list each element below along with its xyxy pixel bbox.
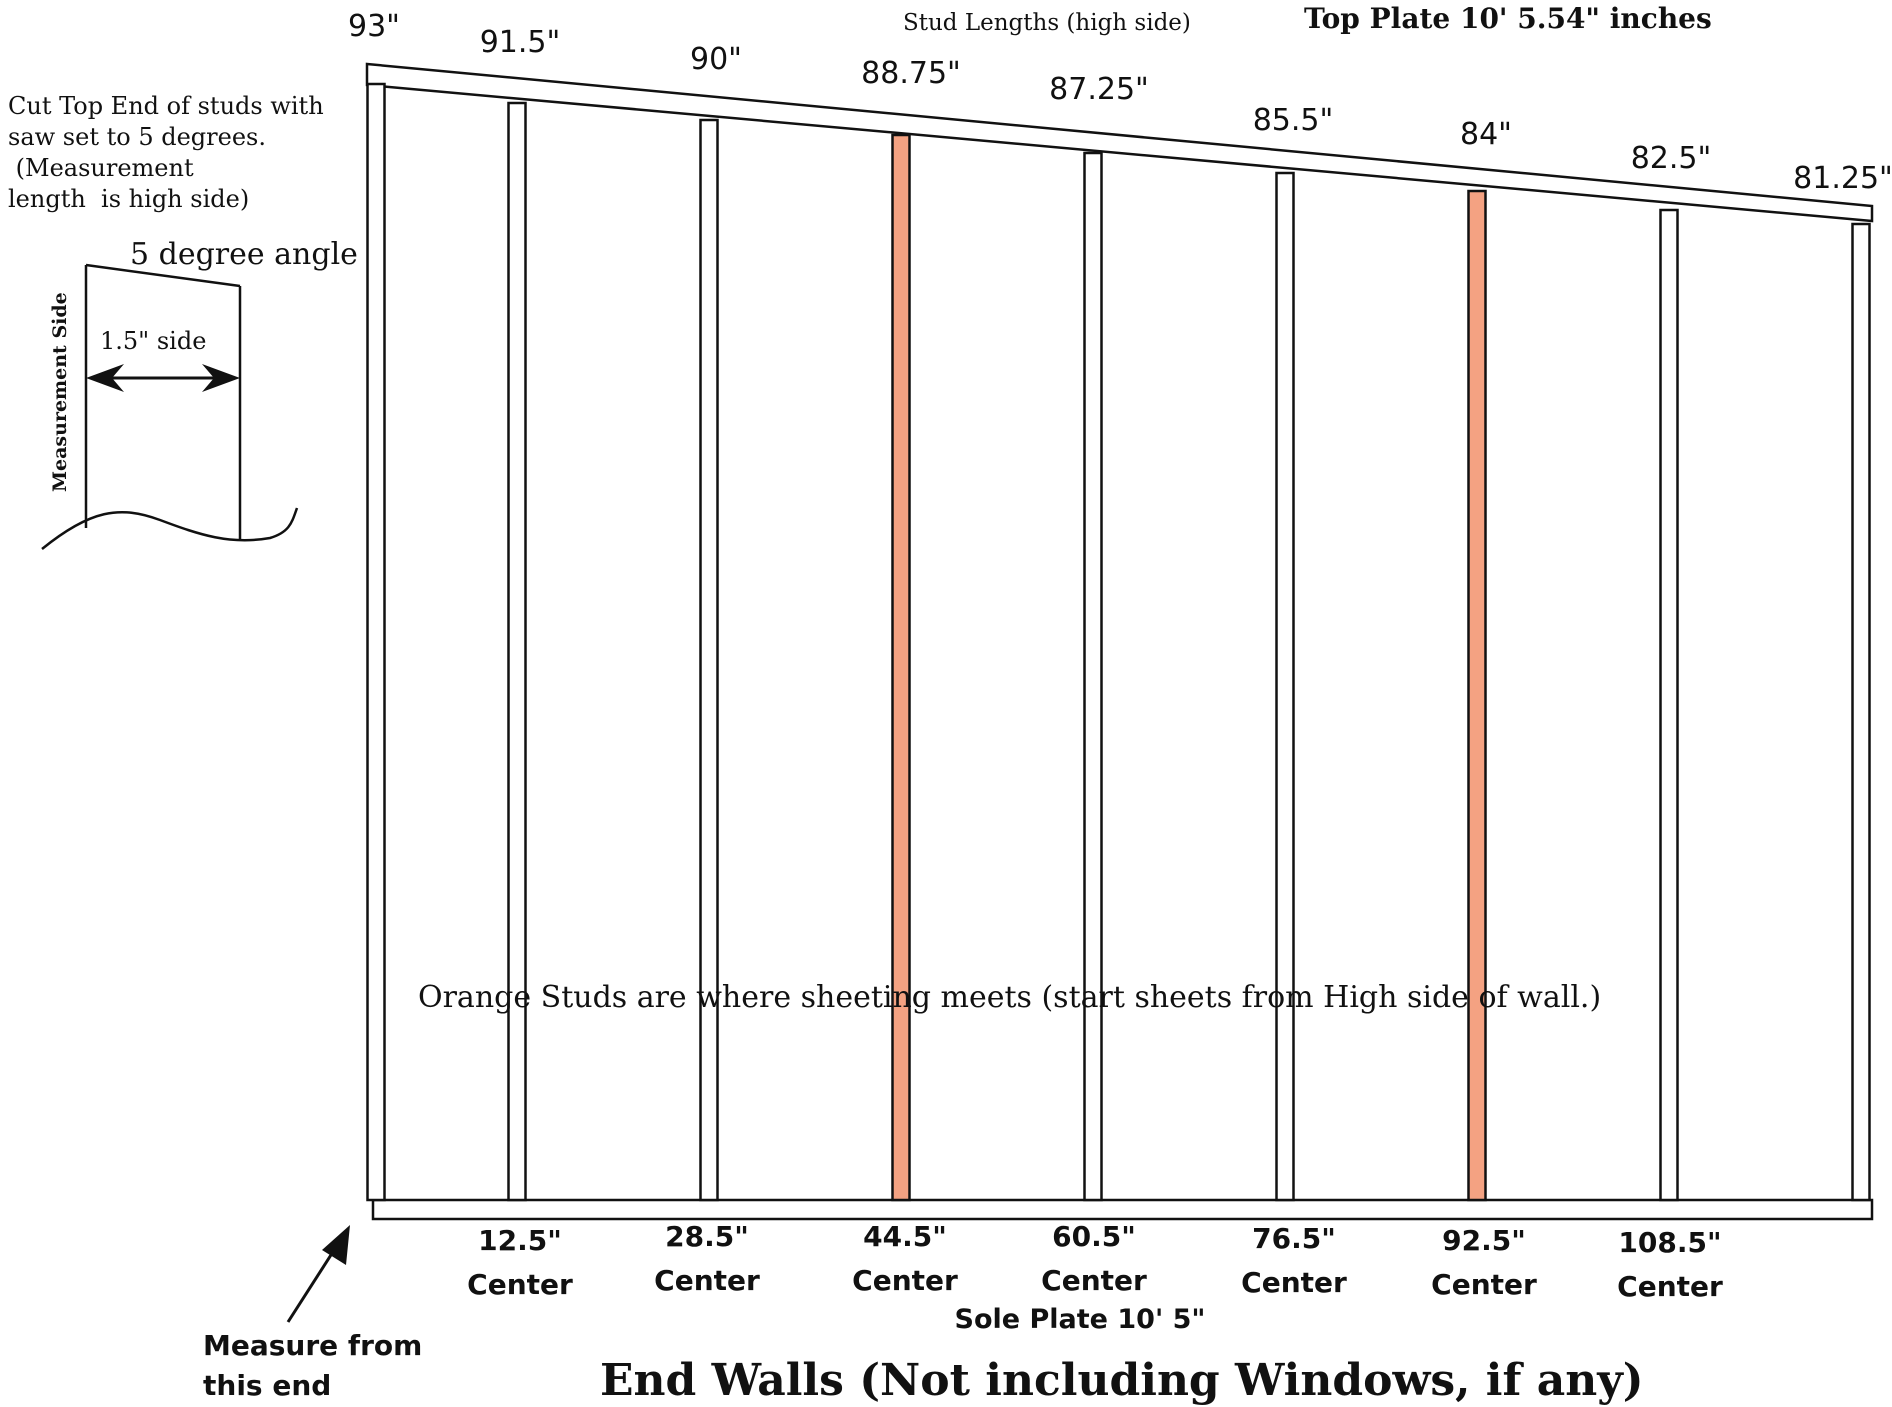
stud-length-label: 81.25"	[1793, 161, 1892, 196]
stud-center-value: 92.5"	[1442, 1224, 1526, 1257]
stud	[699, 118, 719, 1202]
stud	[366, 82, 386, 1202]
measure-note: Measure from this end	[203, 1225, 422, 1402]
stud-detail-break-line	[41, 507, 299, 550]
cut-note-line-3: (Measurement	[8, 154, 194, 182]
orange-stud	[891, 133, 911, 1202]
stud	[1851, 222, 1871, 1202]
stud-center-value: 28.5"	[665, 1220, 749, 1253]
stud	[507, 101, 527, 1202]
measure-arrow-shaft	[286, 1243, 340, 1323]
stud-center-word: Center	[467, 1268, 573, 1301]
stud-lengths-caption: Stud Lengths (high side)	[903, 10, 1191, 36]
top-plate-label: Top Plate 10' 5.54" inches	[1304, 2, 1712, 35]
stud-center-value: 60.5"	[1052, 1220, 1136, 1253]
stud	[1659, 208, 1679, 1202]
cut-note-line-4: length is high side)	[8, 185, 249, 213]
stud-center-word: Center	[1241, 1266, 1347, 1299]
stud-length-label: 84"	[1460, 117, 1512, 152]
measure-note-line-1: Measure from	[203, 1329, 422, 1362]
sole-plate-label: Sole Plate 10' 5"	[955, 1304, 1206, 1335]
stud-length-label: 91.5"	[480, 25, 561, 60]
stud-center-value: 76.5"	[1252, 1222, 1336, 1255]
measure-note-line-2: this end	[203, 1369, 331, 1402]
stud-length-label: 88.75"	[861, 56, 961, 91]
stud-length-label: 93"	[348, 9, 400, 44]
stud-center-value: 44.5"	[863, 1220, 947, 1253]
width-arrow-left-head	[86, 364, 124, 392]
stud-center-value: 12.5"	[478, 1224, 562, 1257]
stud-center-word: Center	[1617, 1270, 1723, 1303]
wall-frame: 93" 91.5" 12.5" Center 90" 28.5" Center 88.75" 4…	[348, 9, 1892, 1303]
stud-center-word: Center	[852, 1264, 958, 1297]
side-label: 1.5" side	[100, 327, 206, 355]
stud-length-label: 82.5"	[1631, 141, 1712, 176]
width-arrow-right-head	[202, 364, 240, 392]
stud-length-label: 90"	[690, 42, 742, 77]
stud-detail-angled-top	[85, 263, 241, 288]
orange-studs-note: Orange Studs are where sheeting meets (s…	[418, 980, 1601, 1015]
stud-center-value: 108.5"	[1618, 1226, 1721, 1259]
top-plate	[365, 62, 1874, 223]
measure-arrow-head	[322, 1225, 350, 1265]
cut-note: Cut Top End of studs with saw set to 5 d…	[8, 92, 324, 213]
stud-center-word: Center	[654, 1264, 760, 1297]
sole-plate	[371, 1198, 1874, 1221]
orange-stud	[1467, 189, 1487, 1202]
angle-label: 5 degree angle	[130, 237, 358, 272]
stud-center-word: Center	[1041, 1264, 1147, 1297]
cut-note-line-1: Cut Top End of studs with	[8, 92, 324, 120]
stud-center-word: Center	[1431, 1268, 1537, 1301]
stud-length-label: 87.25"	[1049, 72, 1149, 107]
stud-length-label: 85.5"	[1253, 103, 1334, 138]
main-title: End Walls (Not including Windows, if any…	[600, 1355, 1644, 1406]
measurement-side-label: Measurement Side	[49, 292, 71, 492]
angle-cut-detail: 5 degree angle 1.5" side Measurement Sid…	[41, 237, 358, 550]
stud	[1083, 151, 1103, 1202]
stud	[1275, 171, 1295, 1202]
cut-note-line-2: saw set to 5 degrees.	[8, 123, 266, 151]
